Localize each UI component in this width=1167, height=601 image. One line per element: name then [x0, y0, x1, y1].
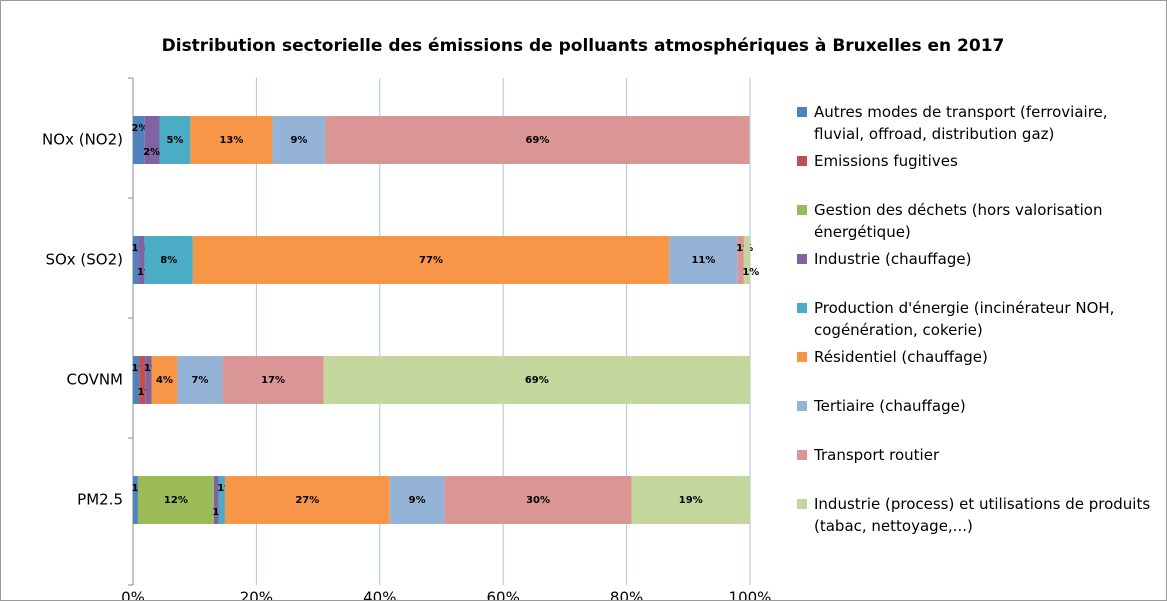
legend-label: Tertiaire (chauffage): [814, 397, 966, 415]
x-tick-label: 80%: [610, 589, 643, 601]
bar-segment: [137, 476, 214, 524]
bar-segment: [133, 116, 145, 164]
x-tick-label: 0%: [121, 589, 145, 601]
legend-swatch: [797, 499, 807, 509]
bar-segment: [159, 116, 191, 164]
legend-item: Autres modes de transport (ferroviaire, …: [797, 101, 1157, 150]
data-label: 2%: [132, 123, 149, 134]
y-tick-label: NOx (NO2): [42, 131, 123, 149]
bar-segment: [323, 356, 750, 404]
legend-swatch: [797, 450, 807, 460]
bar-segment: [133, 236, 139, 284]
y-tick-label: SOx (SO2): [45, 251, 123, 269]
bar-segment: [218, 476, 225, 524]
bar-segment: [151, 356, 178, 404]
data-label: 27%: [295, 495, 319, 506]
legend: Autres modes de transport (ferroviaire, …: [797, 101, 1157, 542]
legend-label: Autres modes de transport (ferroviaire, …: [814, 103, 1108, 143]
data-label: 17%: [261, 375, 285, 386]
legend-label: Transport routier: [814, 446, 940, 464]
bar-segment: [743, 236, 750, 284]
bar-segment: [444, 476, 632, 524]
bar-segment: [133, 476, 138, 524]
bar-segment: [631, 476, 750, 524]
legend-label: Résidentiel (chauffage): [814, 348, 988, 366]
legend-item: Gestion des déchets (hors valorisation é…: [797, 199, 1157, 248]
bar-segment: [737, 236, 744, 284]
legend-swatch: [797, 205, 807, 215]
bar-segment: [192, 236, 670, 284]
bar-segment: [144, 116, 160, 164]
data-label: 9%: [290, 135, 307, 146]
data-label: 2%: [143, 147, 160, 158]
legend-item: Tertiaire (chauffage): [797, 395, 1157, 444]
legend-swatch: [797, 107, 807, 117]
data-label: 13%: [219, 135, 243, 146]
data-label: 30%: [526, 495, 550, 506]
data-label: 11%: [691, 255, 715, 266]
data-label: 69%: [525, 135, 549, 146]
bar-segment: [222, 356, 324, 404]
data-label: 7%: [191, 375, 208, 386]
x-tick-label: 20%: [240, 589, 273, 601]
data-label: 9%: [409, 495, 426, 506]
bar-segment: [138, 236, 145, 284]
data-label: 69%: [525, 375, 549, 386]
legend-label: Emissions fugitives: [814, 152, 958, 170]
chart-title: Distribution sectorielle des émissions d…: [162, 36, 1005, 56]
data-label: 77%: [419, 255, 443, 266]
bar-segment: [177, 356, 223, 404]
legend-item: Résidentiel (chauffage): [797, 346, 1157, 395]
bar-segment: [190, 116, 273, 164]
legend-item: Emissions fugitives: [797, 150, 1157, 199]
bar-segment: [325, 116, 750, 164]
data-label: 1%: [742, 267, 759, 278]
x-tick-label: 40%: [363, 589, 396, 601]
legend-swatch: [797, 156, 807, 166]
bar-segment: [139, 356, 146, 404]
data-label: 5%: [166, 135, 183, 146]
bar-segment: [145, 356, 152, 404]
legend-item: Production d'énergie (incinérateur NOH, …: [797, 297, 1157, 346]
bar-segment: [224, 476, 390, 524]
legend-swatch: [797, 254, 807, 264]
legend-label: Production d'énergie (incinérateur NOH, …: [814, 299, 1115, 339]
bar-segment: [272, 116, 326, 164]
legend-item: Industrie (chauffage): [797, 248, 1157, 297]
bar-segment: [213, 476, 219, 524]
data-label: 19%: [679, 495, 703, 506]
x-tick-label: 60%: [487, 589, 520, 601]
legend-label: Industrie (process) et utilisations de p…: [814, 495, 1151, 535]
y-tick-label: PM2.5: [77, 491, 123, 509]
bar-segment: [389, 476, 445, 524]
legend-swatch: [797, 352, 807, 362]
bar-segment: [133, 356, 140, 404]
x-tick-label: 100%: [729, 589, 772, 601]
legend-swatch: [797, 401, 807, 411]
legend-item: Transport routier: [797, 444, 1157, 493]
legend-item: Industrie (process) et utilisations de p…: [797, 493, 1157, 542]
legend-swatch: [797, 303, 807, 313]
data-label: 4%: [156, 375, 173, 386]
legend-label: Industrie (chauffage): [814, 250, 972, 268]
legend-label: Gestion des déchets (hors valorisation é…: [814, 201, 1103, 241]
data-label: 8%: [160, 255, 177, 266]
bar-segment: [669, 236, 738, 284]
bar-segment: [144, 236, 193, 284]
y-tick-label: COVNM: [67, 371, 123, 389]
data-label: 12%: [164, 495, 188, 506]
